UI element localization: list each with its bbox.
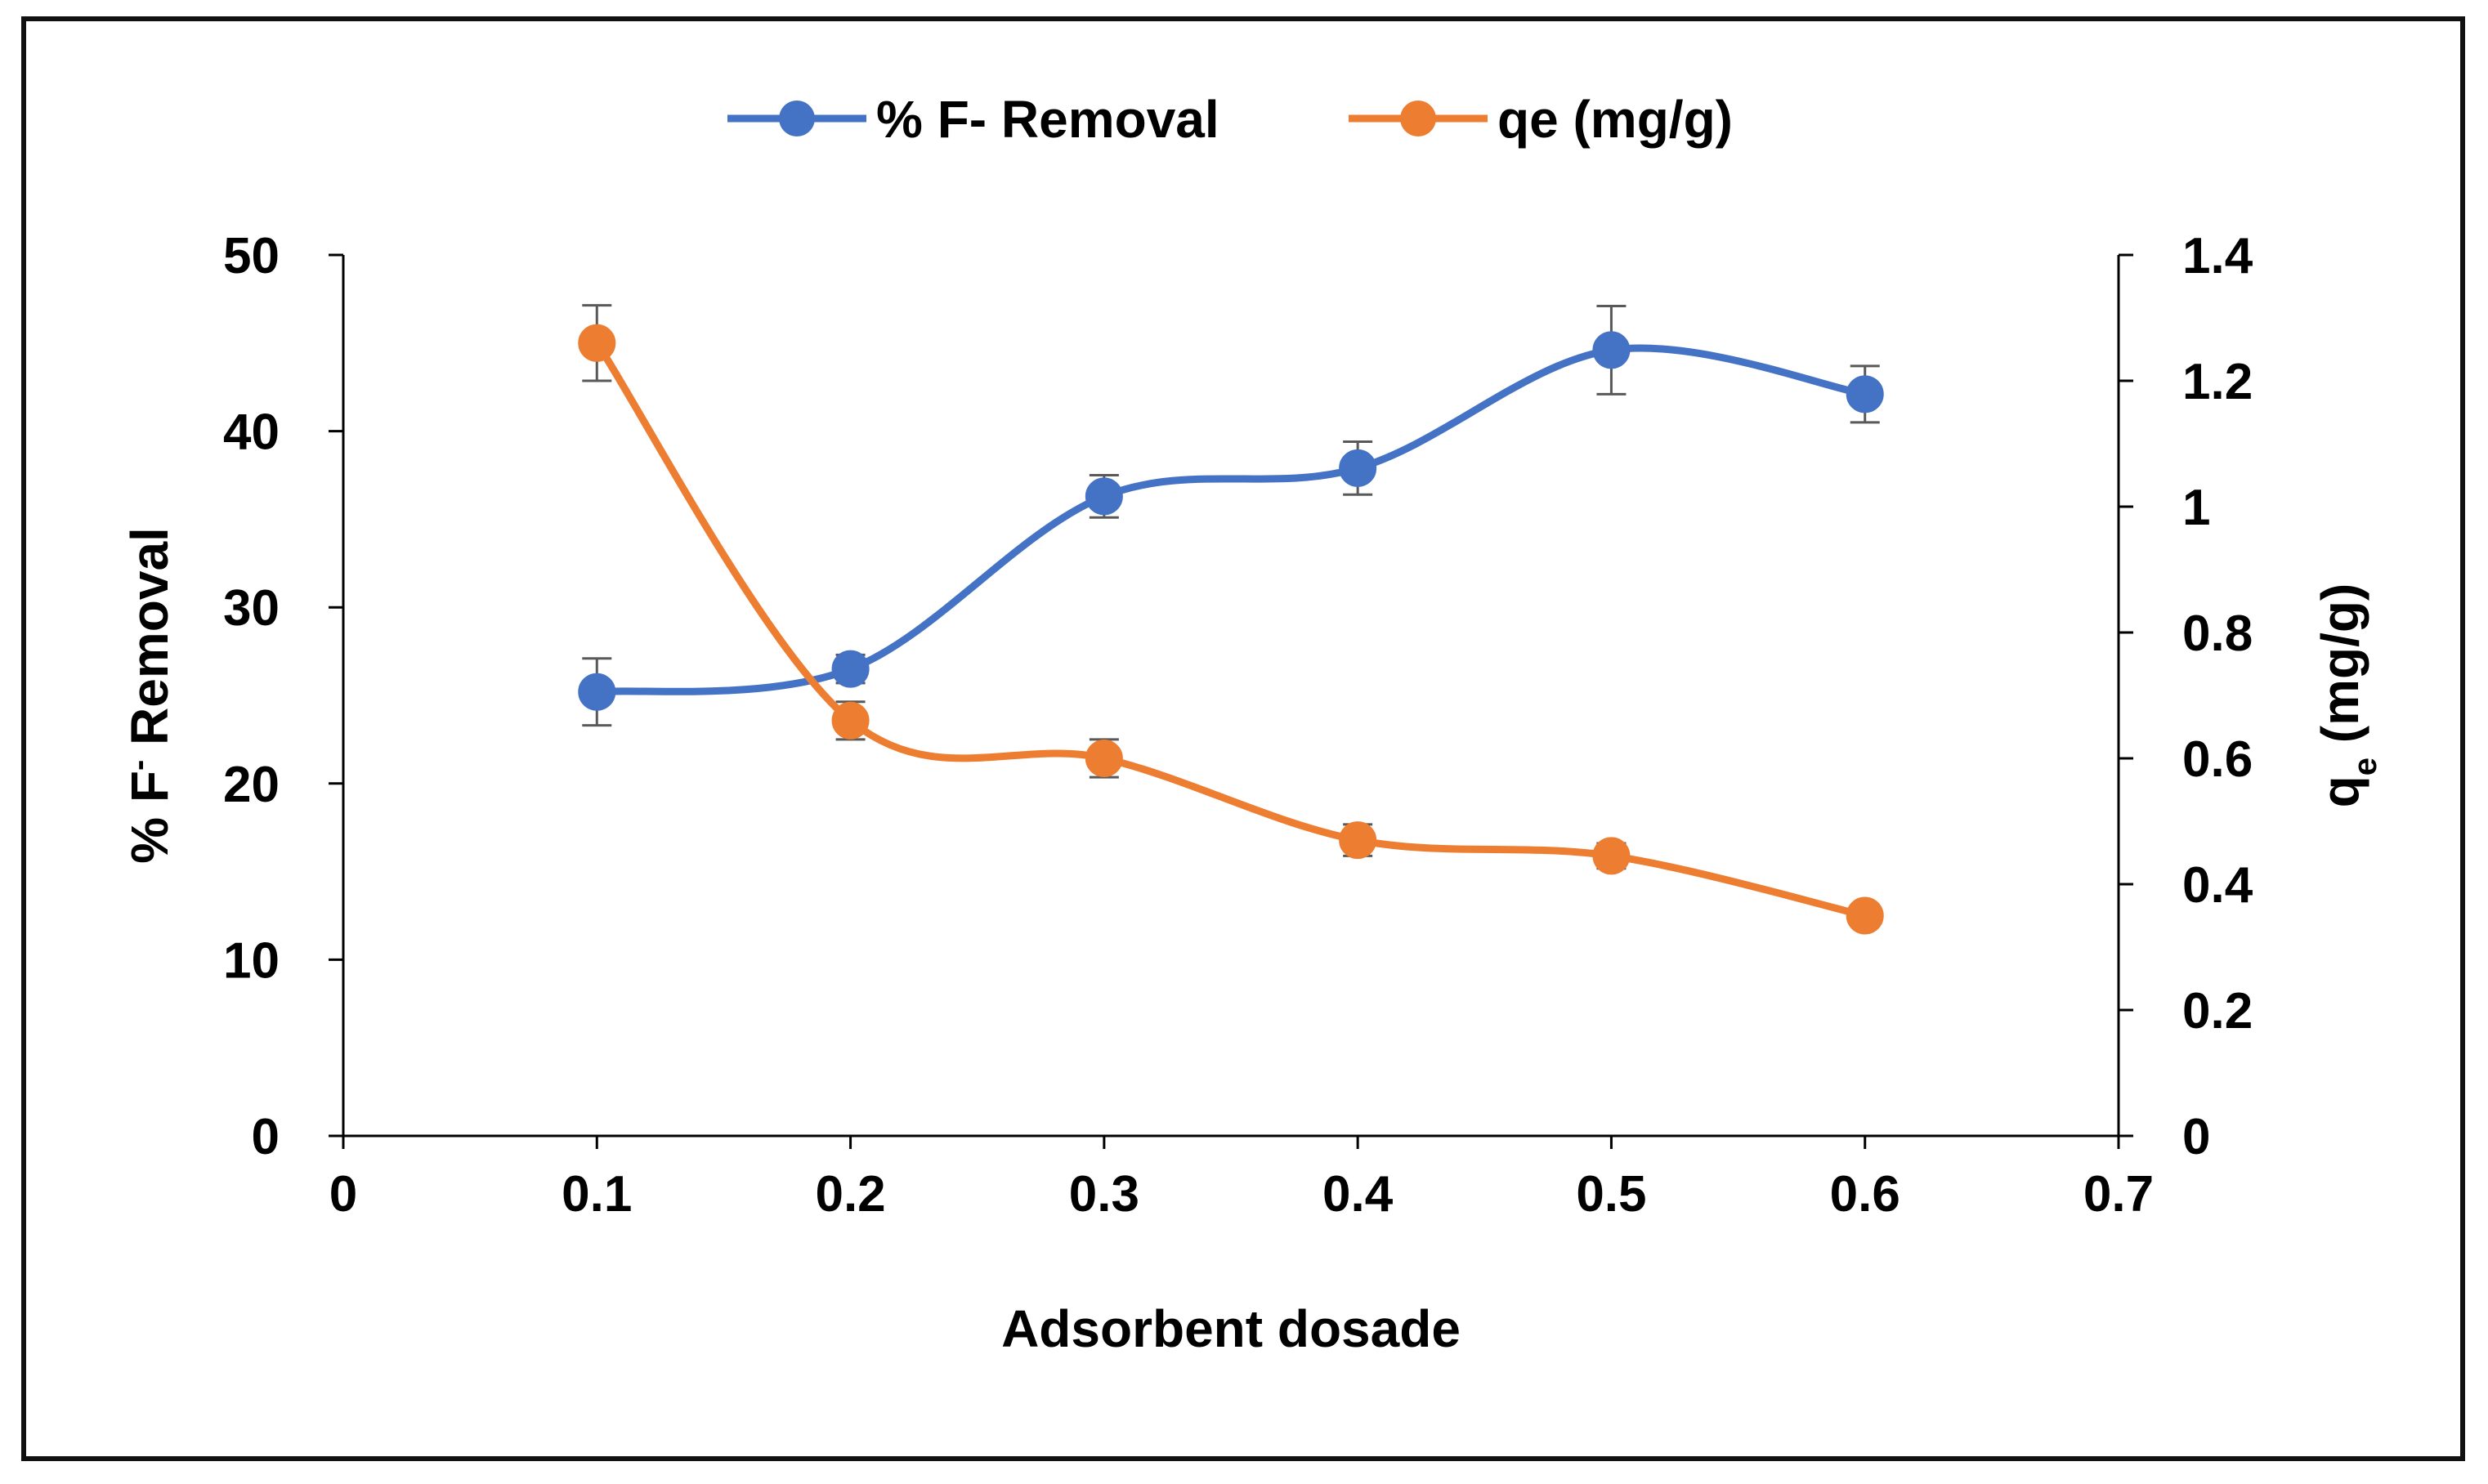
x-tick-label: 0.5 [1576, 1166, 1646, 1223]
data-point [578, 673, 616, 711]
data-point [831, 650, 870, 688]
y-left-title-superscript: - [121, 760, 157, 771]
x-tick-label: 0.2 [815, 1166, 885, 1223]
series-line [593, 344, 1869, 696]
y-right-tick-label: 0.2 [2182, 983, 2253, 1039]
x-tick-label: 0 [329, 1166, 357, 1223]
legend-marker [779, 101, 815, 136]
series-group [578, 304, 1884, 935]
x-tick-label: 0.1 [562, 1166, 632, 1223]
y-left-tick-label: 0 [252, 1109, 280, 1165]
y-axis-left-title: % F- Removal [120, 527, 179, 864]
series-f-removal [578, 305, 1884, 727]
y-right-title-main: q [2311, 776, 2369, 807]
y-right-tick-label: 1.4 [2182, 228, 2253, 284]
axes-group: 0 0.1 0.2 0.3 0.4 0.5 0.6 0.7 0 10 20 30 40 50 0 0.2 0.4… [223, 228, 2253, 1223]
y-left-tick-label: 10 [223, 932, 280, 989]
legend-item-qe: qe (mg/g) [1349, 90, 1733, 149]
data-point [1846, 375, 1884, 413]
chart-frame [21, 16, 2465, 1461]
y-right-tick-label: 0.8 [2182, 606, 2253, 662]
series-qe [578, 304, 1884, 935]
legend-item-f-removal: % F- Removal [727, 90, 1219, 149]
x-tick-label: 0.4 [1322, 1166, 1394, 1223]
data-point [1339, 449, 1377, 487]
y-right-tick-label: 1 [2182, 480, 2210, 536]
data-point [578, 324, 616, 362]
y-axis-right-title: qe (mg/g) [2311, 583, 2383, 808]
y-right-title-rest: (mg/g) [2311, 583, 2369, 758]
x-tick-label: 0.3 [1069, 1166, 1139, 1223]
y-left-tick-label: 50 [223, 228, 280, 284]
data-point [1085, 477, 1123, 516]
data-point [1592, 331, 1631, 369]
x-axis-title: Adsorbent dosade [1001, 1299, 1461, 1358]
y-left-title-main: % F [120, 771, 179, 864]
y-right-tick-label: 1.2 [2182, 354, 2253, 410]
y-right-tick-label: 0.6 [2182, 731, 2253, 788]
data-point [1846, 896, 1884, 935]
x-tick-label: 0.6 [1830, 1166, 1900, 1223]
legend-marker [1400, 101, 1436, 136]
data-point [1592, 837, 1631, 875]
y-right-tick-label: 0.4 [2182, 857, 2253, 914]
y-left-tick-label: 30 [223, 580, 280, 637]
y-left-title-rest: Removal [120, 527, 179, 760]
legend-group: % F- Removal qe (mg/g) [727, 90, 1733, 149]
series-line [593, 339, 1869, 919]
data-point [1339, 821, 1377, 860]
data-point [1085, 740, 1123, 777]
data-point [831, 701, 870, 740]
y-right-title-subscript: e [2347, 758, 2383, 776]
y-right-tick-label: 0 [2182, 1109, 2210, 1165]
legend-label: qe (mg/g) [1497, 90, 1733, 149]
x-tick-label: 0.7 [2083, 1166, 2154, 1223]
legend-label: % F- Removal [876, 90, 1219, 149]
y-left-tick-label: 40 [223, 405, 280, 461]
y-left-tick-label: 20 [223, 757, 280, 813]
